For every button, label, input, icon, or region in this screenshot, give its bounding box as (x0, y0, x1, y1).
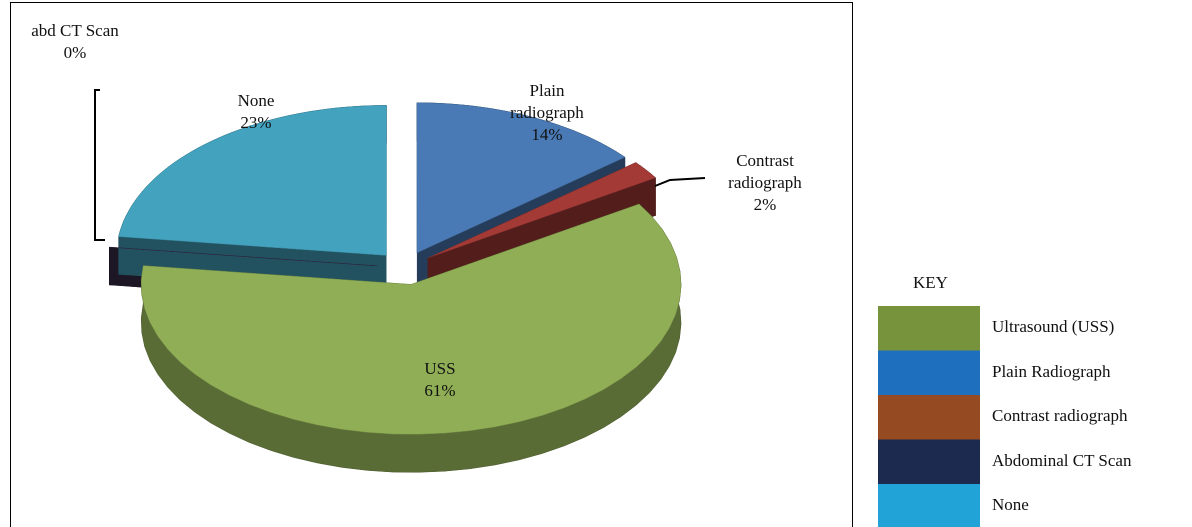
legend-title: KEY (913, 273, 948, 292)
slice-label: None 23% (226, 90, 286, 134)
slice (140, 203, 682, 435)
legend-swatch (878, 306, 980, 351)
legend-swatch (878, 484, 980, 527)
slice-value: 2% (753, 195, 777, 214)
slice (427, 162, 657, 259)
legend-swatch (878, 350, 980, 395)
slice-name: USS (424, 359, 456, 378)
legend-swatch (878, 395, 980, 440)
slice-name: Plain radiograph (510, 81, 584, 122)
slice-name: Contrast radiograph (728, 151, 802, 192)
slice-value: 14% (531, 125, 563, 144)
slice-label: abd CT Scan 0% (5, 20, 145, 64)
legend-label: Ultrasound (USS) (992, 317, 1115, 336)
leader-line (654, 177, 706, 187)
legend-label: Abdominal CT Scan (992, 450, 1132, 470)
legend (878, 306, 980, 527)
slice-value: 23% (240, 113, 272, 132)
slice-value: 61% (424, 381, 456, 400)
slice (118, 105, 387, 256)
slice-name: None (237, 91, 275, 110)
slice-name: abd CT Scan (31, 21, 119, 40)
legend-label: Contrast radiograph (992, 406, 1128, 425)
pie (109, 102, 682, 473)
slice (416, 102, 626, 254)
legend-label: None (992, 495, 1029, 514)
legend-swatch (878, 439, 980, 484)
slice (109, 246, 378, 267)
slice-value: 0% (63, 43, 87, 62)
legend-label: Plain Radiograph (992, 361, 1111, 381)
leader-line (94, 89, 105, 241)
slice-label: Plain radiograph 14% (502, 80, 592, 146)
chart-frame (10, 2, 853, 527)
slice-label: USS 61% (400, 358, 480, 402)
slice-label: Contrast radiograph 2% (710, 150, 820, 216)
